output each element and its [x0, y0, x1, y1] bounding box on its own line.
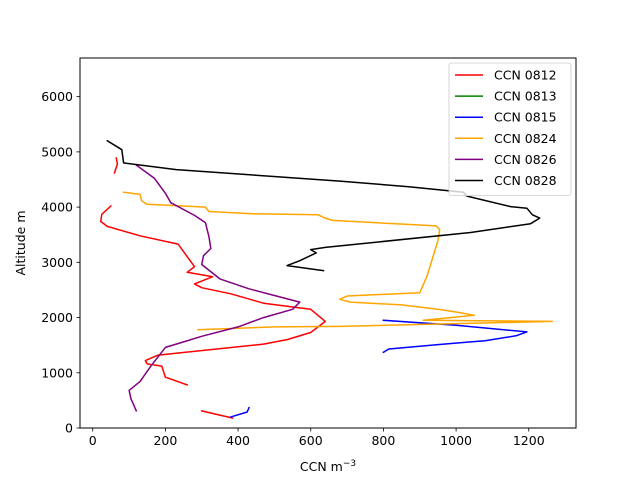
series-line-5-segment-0: [106, 139, 541, 272]
x-tick-label: 1200: [513, 433, 545, 448]
x-tick-label: 400: [226, 433, 250, 448]
y-tick-label: 4000: [41, 200, 73, 215]
series-layer: [99, 139, 554, 420]
legend: CCN 0812 CCN 0813 CCN 0815 CCN 0824 CCN 0826…: [448, 62, 572, 197]
y-axis-label: Altitude m: [13, 211, 28, 276]
y-tick-label: 6000: [41, 89, 73, 104]
x-axis: 0 200 400 600 800 1000 1200: [89, 428, 545, 448]
y-tick-label: 0: [65, 421, 73, 436]
plot-frame: [79, 57, 577, 429]
series-line-0-segment-0: [113, 157, 119, 174]
series-line-2-segment-0: [382, 319, 528, 354]
series-line-2-segment-1: [229, 406, 250, 418]
legend-entry-label: CCN 0828: [494, 173, 557, 188]
x-axis-label-text: CCN m: [300, 459, 343, 474]
x-tick-label: 600: [299, 433, 323, 448]
y-tick-label: 1000: [41, 365, 73, 380]
x-axis-label-exponent: −3: [343, 459, 356, 469]
series-line-0-segment-2: [200, 409, 234, 420]
x-axis-label: CCN m−3: [300, 459, 356, 474]
legend-entry-label: CCN 0826: [494, 152, 557, 167]
x-tick-label: 200: [153, 433, 177, 448]
x-tick-label: 1000: [440, 433, 472, 448]
legend-entry-label: CCN 0815: [494, 110, 557, 125]
legend-entry-label: CCN 0812: [494, 68, 557, 83]
legend-entry-label: CCN 0824: [494, 131, 557, 146]
x-tick-label: 0: [89, 433, 97, 448]
y-tick-label: 5000: [41, 144, 73, 159]
series-line-3-segment-0: [122, 191, 554, 331]
y-axis: 0 1000 2000 3000 4000 5000 6000: [41, 89, 80, 436]
series-line-4-segment-0: [128, 164, 301, 412]
series-line-0-segment-1: [99, 204, 327, 386]
y-tick-label: 3000: [41, 255, 73, 270]
legend-entry-label: CCN 0813: [494, 89, 557, 104]
y-tick-label: 2000: [41, 310, 73, 325]
x-tick-label: 800: [371, 433, 395, 448]
